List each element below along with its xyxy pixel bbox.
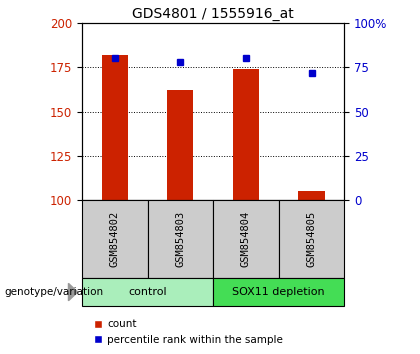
Text: genotype/variation: genotype/variation xyxy=(4,287,103,297)
Text: GSM854805: GSM854805 xyxy=(307,211,317,267)
Bar xyxy=(82,200,147,278)
Text: GSM854804: GSM854804 xyxy=(241,211,251,267)
Bar xyxy=(299,191,325,200)
Bar xyxy=(102,55,128,200)
Legend: count, percentile rank within the sample: count, percentile rank within the sample xyxy=(89,315,287,349)
Bar xyxy=(213,278,344,306)
Title: GDS4801 / 1555916_at: GDS4801 / 1555916_at xyxy=(132,7,294,21)
Bar xyxy=(82,278,213,306)
Text: control: control xyxy=(128,287,167,297)
Bar xyxy=(167,90,194,200)
Text: SOX11 depletion: SOX11 depletion xyxy=(232,287,325,297)
Text: GSM854802: GSM854802 xyxy=(110,211,120,267)
Bar xyxy=(233,69,259,200)
Polygon shape xyxy=(68,283,78,301)
Text: GSM854803: GSM854803 xyxy=(175,211,185,267)
Bar xyxy=(279,200,344,278)
Bar xyxy=(147,200,213,278)
Bar xyxy=(213,200,279,278)
